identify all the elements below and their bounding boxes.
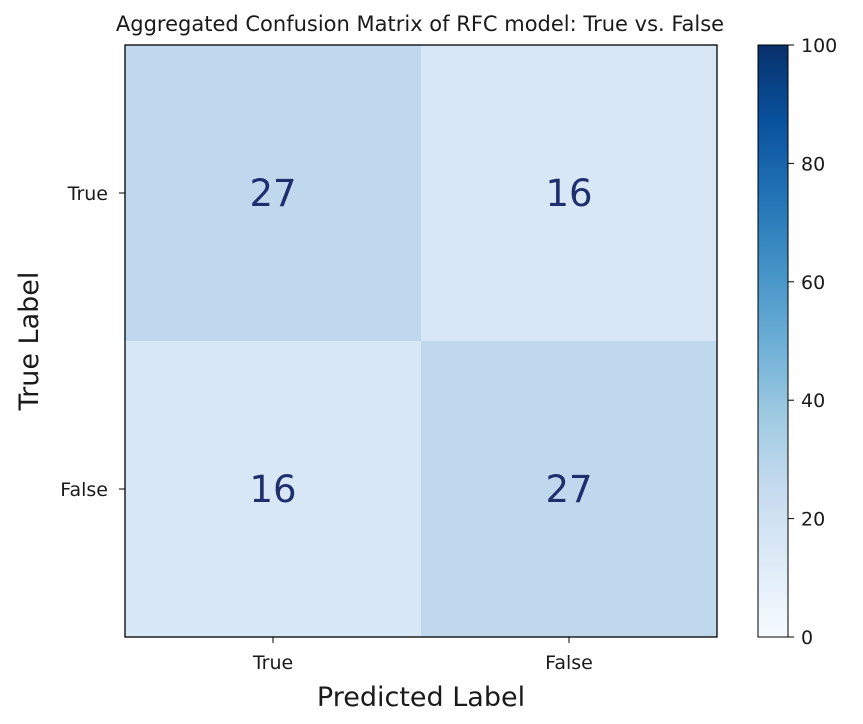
colorbar-tick-label: 100 [801,35,837,57]
cell-value-label: 16 [545,172,592,215]
colorbar [757,44,789,638]
colorbar-tick-label: 20 [801,509,825,531]
colorbar-tick-label: 80 [801,153,825,175]
y-tick-label: False [60,479,108,501]
x-axis-ticks: True False [252,637,593,674]
cell-value-label: 27 [249,172,296,215]
heatmap-cell-r0-c1 [421,45,717,341]
heatmap-cell-r0-c0 [125,45,421,341]
colorbar-tick-label: 0 [801,627,813,649]
y-axis-label: True Label [14,272,45,412]
chart-title: Aggregated Confusion Matrix of RFC model… [116,12,724,36]
heatmap-cells: 27 16 16 27 [125,45,717,637]
cell-value-label: 16 [249,468,296,511]
x-tick-label: True [252,652,293,674]
heatmap-cell-r1-c1 [421,341,717,637]
colorbar-tick-label: 60 [801,272,825,294]
y-tick-label: True [67,183,108,205]
colorbar-ticks: 0 20 40 60 80 100 [788,35,837,649]
y-axis-ticks: True False [60,183,125,501]
plot-frame [124,44,718,638]
colorbar-tick-label: 40 [801,390,825,412]
cell-value-label: 27 [545,468,592,511]
x-tick-label: False [545,652,593,674]
heatmap-cell-r1-c0 [125,341,421,637]
x-axis-label: Predicted Label [317,682,525,713]
